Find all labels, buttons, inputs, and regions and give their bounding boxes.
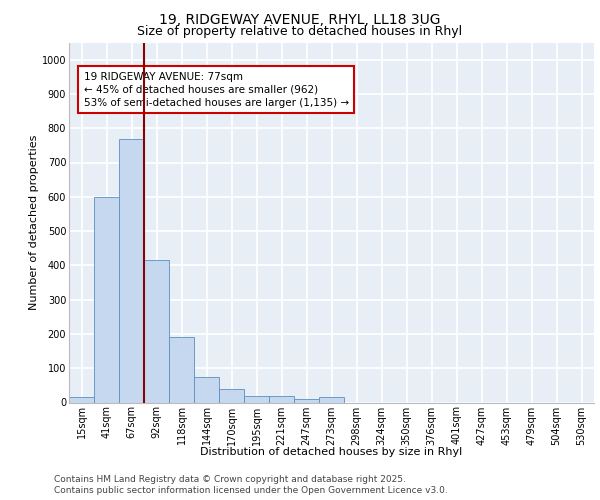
Bar bbox=[294, 398, 319, 402]
Bar bbox=[244, 396, 269, 402]
Bar bbox=[269, 396, 294, 402]
Bar bbox=[319, 397, 344, 402]
Bar bbox=[169, 338, 194, 402]
Bar bbox=[219, 389, 244, 402]
X-axis label: Distribution of detached houses by size in Rhyl: Distribution of detached houses by size … bbox=[200, 448, 463, 458]
Text: Size of property relative to detached houses in Rhyl: Size of property relative to detached ho… bbox=[137, 25, 463, 38]
Text: Contains public sector information licensed under the Open Government Licence v3: Contains public sector information licen… bbox=[54, 486, 448, 495]
Bar bbox=[119, 138, 144, 402]
Y-axis label: Number of detached properties: Number of detached properties bbox=[29, 135, 39, 310]
Text: 19, RIDGEWAY AVENUE, RHYL, LL18 3UG: 19, RIDGEWAY AVENUE, RHYL, LL18 3UG bbox=[159, 12, 441, 26]
Bar bbox=[194, 377, 219, 402]
Bar bbox=[69, 396, 94, 402]
Text: 19 RIDGEWAY AVENUE: 77sqm
← 45% of detached houses are smaller (962)
53% of semi: 19 RIDGEWAY AVENUE: 77sqm ← 45% of detac… bbox=[83, 72, 349, 108]
Bar bbox=[94, 197, 119, 402]
Text: Contains HM Land Registry data © Crown copyright and database right 2025.: Contains HM Land Registry data © Crown c… bbox=[54, 475, 406, 484]
Bar bbox=[144, 260, 169, 402]
